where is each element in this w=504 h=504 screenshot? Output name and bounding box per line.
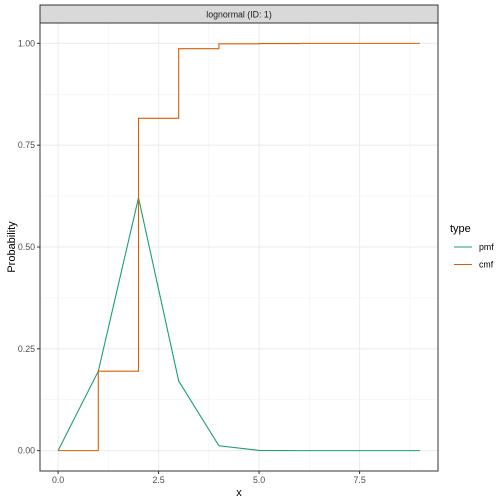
y-tick-label: 0.25 [18, 344, 35, 354]
legend: type pmf cmf [450, 223, 494, 270]
y-axis-title: Probability [6, 221, 18, 273]
series-line-pmf [57, 197, 420, 452]
x-tick-label: 5.0 [253, 475, 265, 485]
x-tick-label: 0.0 [52, 475, 64, 485]
x-tick-label: 2.5 [152, 475, 164, 485]
y-tick-label: 0.00 [18, 446, 35, 456]
y-tick-label: 0.50 [18, 242, 35, 252]
series-line-cmf [58, 42, 420, 452]
y-tick-label: 0.75 [18, 140, 35, 150]
legend-label-cmf: cmf [479, 260, 494, 270]
legend-title: type [450, 223, 471, 235]
y-tick-label: 1.00 [18, 38, 35, 48]
facet-strip-label: lognormal (ID: 1) [206, 10, 272, 20]
series-lines [57, 42, 420, 452]
axes: 0.0 2.5 5.0 7.5 0.00 0.25 0.50 0.75 1.00 [18, 38, 366, 485]
x-axis-title: x [236, 487, 242, 499]
legend-label-pmf: pmf [479, 242, 494, 252]
x-tick-label: 7.5 [353, 475, 365, 485]
